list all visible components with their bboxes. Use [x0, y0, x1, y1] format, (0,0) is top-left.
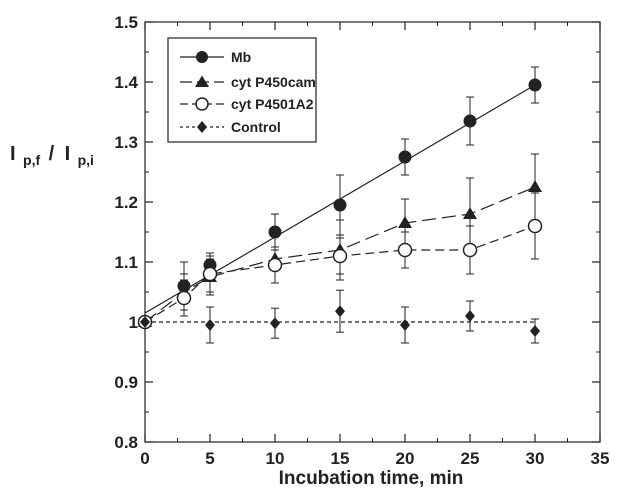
x-tick-label: 0 [140, 449, 149, 468]
y-tick-label: 1.1 [114, 253, 138, 272]
data-point [398, 216, 412, 228]
y-tick-label: 0.8 [114, 433, 138, 452]
data-point [463, 114, 477, 128]
y-axis-title-slash: / [49, 143, 55, 165]
legend-marker-p4501a2 [195, 97, 209, 111]
data-point [400, 319, 410, 331]
legend-marker-mb [196, 51, 208, 63]
legend-box [167, 37, 317, 143]
legend-label-mb: Mb [231, 49, 251, 65]
data-point [333, 198, 347, 212]
y-tick-label: 1.2 [114, 193, 138, 212]
data-point [335, 305, 345, 318]
data-point [176, 290, 192, 306]
x-tick-label: 30 [526, 449, 545, 468]
y-axis-title-part1: I [10, 143, 16, 165]
y-axis-ticks: 0.8 0.9 1 1.1 1.2 1.3 1.4 1.5 [114, 13, 600, 452]
series-cyt-p4501a2 [137, 192, 543, 330]
y-tick-label: 1.5 [114, 13, 138, 32]
data-point [398, 150, 412, 164]
legend: Mb cyt P450cam cyt P4501A2 Control [167, 37, 317, 143]
series-layer [137, 66, 543, 344]
data-point [465, 310, 475, 322]
y-axis-title-sub1: p,f [23, 152, 40, 168]
data-point [332, 248, 348, 264]
data-point [270, 317, 280, 330]
legend-label-p450cam: cyt P450cam [231, 74, 316, 90]
y-tick-label: 1 [129, 313, 138, 332]
data-point [528, 78, 542, 92]
x-axis-title: Incubation time, min [279, 468, 464, 489]
y-axis-title-part2: I [65, 143, 71, 165]
data-point [267, 257, 283, 273]
legend-label-control: Control [231, 119, 281, 135]
y-tick-label: 1.3 [114, 133, 138, 152]
y-tick-label: 1.4 [114, 73, 138, 92]
x-tick-label: 15 [331, 449, 350, 468]
y-axis-title-sub2: p,i [78, 152, 94, 168]
series-control [140, 289, 540, 344]
data-point [462, 242, 478, 258]
data-point [527, 218, 543, 234]
data-point [463, 207, 477, 219]
data-point [140, 316, 150, 328]
data-point [205, 319, 215, 331]
data-point [397, 242, 413, 258]
y-axis-title: I p,f / I p,i [10, 143, 94, 169]
data-point [530, 325, 540, 337]
x-tick-label: 5 [205, 449, 214, 468]
legend-marker-control [197, 121, 207, 133]
x-tick-label: 10 [266, 449, 285, 468]
legend-label-p4501a2: cyt P4501A2 [231, 96, 314, 112]
x-tick-label: 25 [461, 449, 480, 468]
data-point [202, 266, 218, 282]
x-tick-label: 35 [591, 449, 610, 468]
y-tick-label: 0.9 [114, 373, 138, 392]
x-axis-ticks: 0 5 10 15 20 25 30 35 [140, 22, 609, 468]
data-point [528, 180, 542, 192]
legend-marker-p450cam [195, 75, 209, 87]
x-tick-label: 20 [396, 449, 415, 468]
